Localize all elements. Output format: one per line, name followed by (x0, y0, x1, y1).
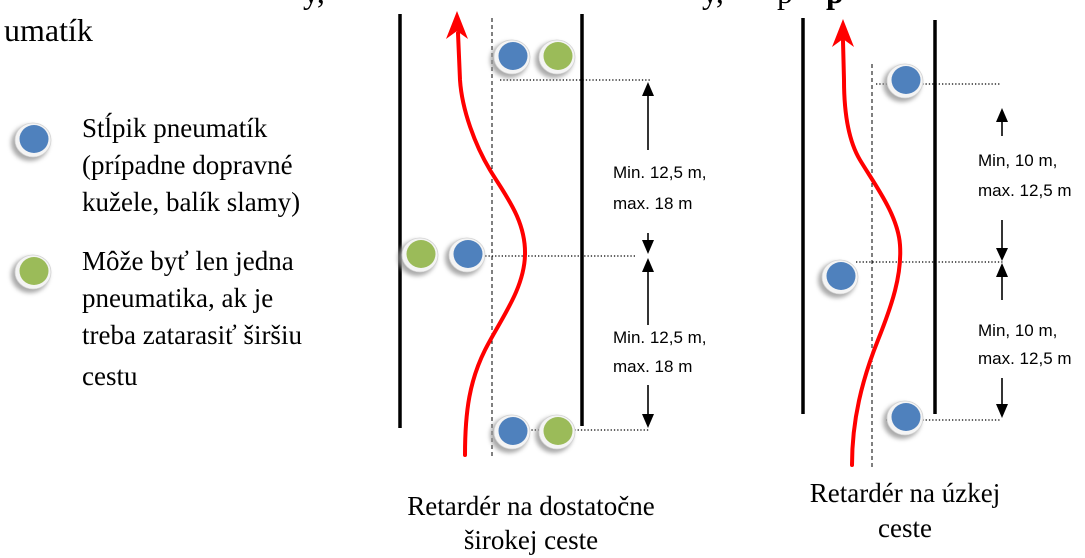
arrowhead-down (996, 248, 1008, 261)
tire-stack-marker (490, 415, 530, 453)
legend: Stĺpik pneumatík (prípadne dopravné kuže… (11, 113, 302, 391)
arrowhead-down (642, 240, 654, 254)
arrowhead-up (996, 263, 1008, 277)
gap-label-min: Min, 10 m, (978, 151, 1057, 170)
legend-tire-stack-icon (11, 123, 51, 161)
driving-path-arrowhead (832, 19, 854, 47)
legend-line: kužele, balík slamy) (82, 187, 300, 217)
gap-label-max: max. 18 m (613, 194, 692, 213)
tire-stack-marker (883, 401, 923, 439)
legend-line: pneumatika, ak je (82, 283, 273, 313)
driving-path-arrow (841, 39, 903, 467)
gap-label-max: max. 18 m (613, 357, 692, 376)
narrow-road-caption: Retardér na úzkej (810, 478, 1000, 508)
tire-stack-marker (490, 40, 530, 78)
cut-off-fragment: p (777, 0, 793, 10)
legend-line: (prípadne dopravné (82, 150, 293, 180)
cut-off-fragment: p (826, 0, 844, 10)
gap-label-min: Min. 12,5 m, (613, 328, 707, 347)
legend-line: Stĺpik pneumatík (82, 113, 268, 143)
heading-fragment: umatík (4, 12, 93, 48)
legend-line: treba zatarasiť širšiu (82, 320, 302, 350)
arrowhead-down (996, 404, 1008, 418)
arrowhead-up (996, 108, 1008, 122)
driving-path-arrow (456, 31, 528, 457)
tire-stack-marker (818, 260, 858, 298)
gap-label-max: max. 12,5 m (978, 181, 1072, 200)
gap-label-max: max. 12,5 m (978, 349, 1072, 368)
arrowhead-up (642, 258, 654, 272)
cut-off-heading-line: y, y, p p (303, 0, 844, 10)
arrowhead-up (642, 82, 654, 96)
wide-road-diagram: Min. 12,5 m, max. 18 m Min. 12,5 m, max.… (398, 11, 707, 555)
gap-label-min: Min, 10 m, (978, 321, 1057, 340)
tire-stack-marker (883, 64, 923, 102)
legend-line: cestu (82, 361, 138, 391)
driving-path-arrowhead (446, 11, 468, 39)
legend-line: Môže byť len jedna (82, 246, 294, 276)
single-tire-marker (398, 238, 438, 276)
gap-label-min: Min. 12,5 m, (613, 163, 707, 182)
cut-off-fragment: y, (702, 0, 724, 10)
narrow-road-caption: ceste (878, 513, 932, 543)
legend-single-tire-icon (11, 255, 51, 293)
tire-stack-marker (445, 238, 485, 276)
wide-road-caption: Retardér na dostatočne (407, 491, 654, 521)
arrowhead-down (642, 414, 654, 428)
single-tire-marker (535, 415, 575, 453)
single-tire-marker (535, 40, 575, 78)
wide-road-caption: širokej ceste (464, 525, 598, 555)
narrow-road-diagram: Min, 10 m, max. 12,5 m Min, 10 m, max. 1… (801, 18, 1072, 543)
cut-off-fragment: y, (303, 0, 325, 10)
